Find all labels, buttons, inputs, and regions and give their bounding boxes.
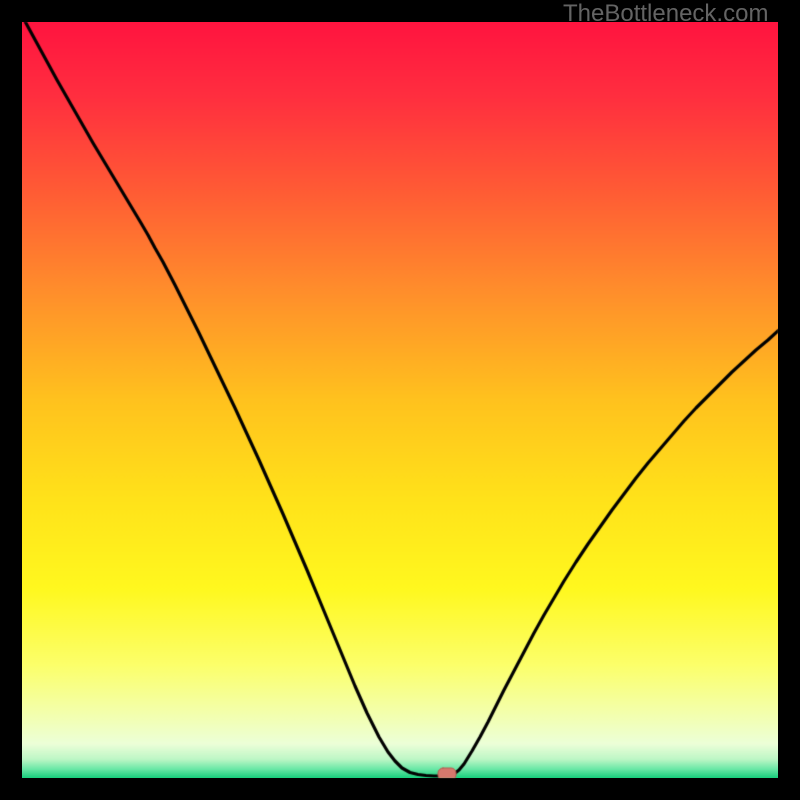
- bottleneck-curve: [0, 0, 800, 800]
- chart-stage: TheBottleneck.com: [0, 0, 800, 800]
- watermark-label: TheBottleneck.com: [563, 0, 768, 28]
